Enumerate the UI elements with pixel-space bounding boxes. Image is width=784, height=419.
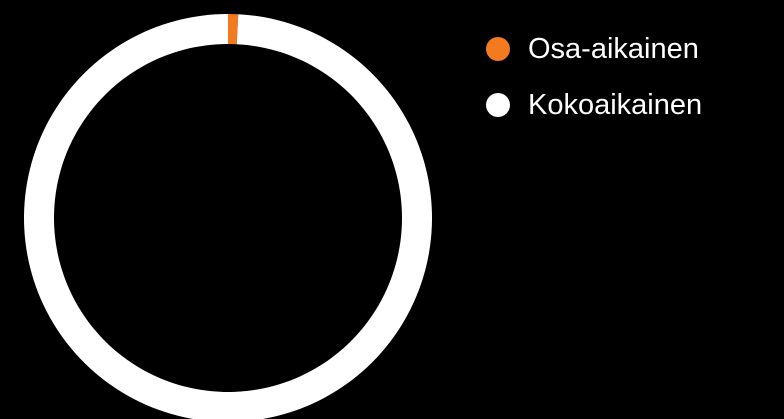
chart-legend: Osa-aikainen Kokoaikainen <box>486 30 702 142</box>
donut-slices <box>23 14 432 419</box>
legend-label-kokoaikainen: Kokoaikainen <box>528 89 703 121</box>
legend-swatch-kokoaikainen <box>486 93 510 117</box>
slice-osa-aikainen[interactable] <box>228 14 239 45</box>
legend-item-osa-aikainen[interactable]: Osa-aikainen <box>486 30 702 68</box>
slice-kokoaikainen[interactable] <box>23 14 432 419</box>
legend-swatch-osa-aikainen <box>486 37 510 61</box>
legend-item-kokoaikainen[interactable]: Kokoaikainen <box>486 86 702 124</box>
legend-label-osa-aikainen: Osa-aikainen <box>528 33 699 65</box>
